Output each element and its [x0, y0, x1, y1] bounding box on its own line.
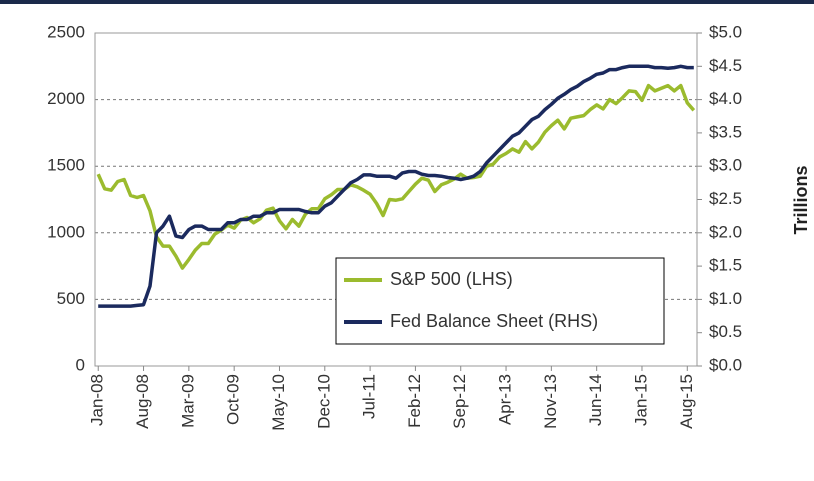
- legend-label: Fed Balance Sheet (RHS): [390, 311, 598, 331]
- x-tick-label: Dec-10: [314, 374, 333, 429]
- x-tick-label: Apr-13: [496, 374, 515, 425]
- y2-tick-label: $0.0: [709, 355, 742, 374]
- x-tick-label: Aug-08: [133, 374, 152, 429]
- x-tick-label: Aug-15: [677, 374, 696, 429]
- x-tick-label: May-10: [269, 374, 288, 431]
- x-tick-label: Oct-09: [224, 374, 243, 425]
- y-tick-label: 2000: [47, 89, 85, 108]
- x-tick-label: Jul-11: [360, 374, 379, 419]
- y2-tick-label: $2.0: [709, 222, 742, 241]
- y2-tick-label: $0.5: [709, 322, 742, 341]
- legend-box: [335, 257, 665, 345]
- y-tick-label: 2500: [47, 22, 85, 41]
- y2-tick-label: $3.0: [709, 156, 742, 175]
- y-tick-label: 0: [76, 355, 85, 374]
- x-tick-label: Feb-12: [405, 374, 424, 428]
- y2-tick-label: $1.5: [709, 256, 742, 275]
- plot-border: [94, 32, 698, 367]
- x-tick-label: Jan-08: [88, 374, 107, 426]
- y2-tick-label: $5.0: [709, 22, 742, 41]
- y2-tick-label: $2.5: [709, 189, 742, 208]
- y-tick-label: 1000: [47, 222, 85, 241]
- y-tick-label: 500: [57, 289, 85, 308]
- x-tick-label: Sep-12: [450, 374, 469, 429]
- series-line: [96, 83, 696, 270]
- series-line: [98, 64, 694, 308]
- y2-tick-label: $3.5: [709, 122, 742, 141]
- y2-tick-label: $1.0: [709, 289, 742, 308]
- y2-tick-label: $4.0: [709, 89, 742, 108]
- x-tick-label: Nov-13: [541, 374, 560, 429]
- legend-label: S&P 500 (LHS): [390, 269, 513, 289]
- y2-axis-title: Trillions: [791, 165, 811, 234]
- x-tick-label: Mar-09: [178, 374, 197, 428]
- x-tick-label: Jun-14: [586, 374, 605, 426]
- top-border: [0, 0, 814, 4]
- y2-tick-label: $4.5: [709, 56, 742, 75]
- x-tick-label: Jan-15: [631, 374, 650, 426]
- y-tick-label: 1500: [47, 156, 85, 175]
